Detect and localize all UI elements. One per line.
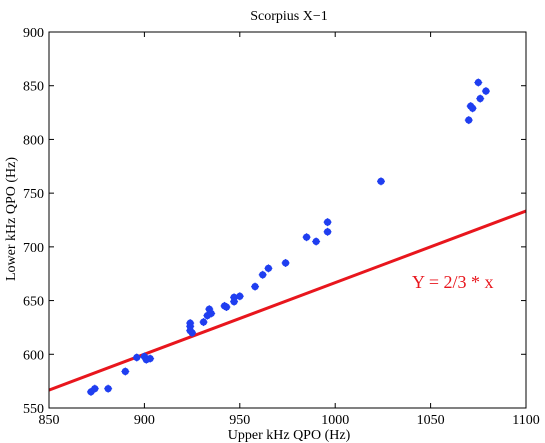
y-tick-label: 850 <box>23 80 44 95</box>
data-point <box>235 292 244 301</box>
data-point <box>323 227 332 236</box>
y-axis-title: Lower kHz QPO (Hz) <box>4 157 19 281</box>
x-tick-label: 900 <box>134 413 155 428</box>
x-tick-label: 850 <box>39 413 60 428</box>
reference-line-layer <box>49 209 526 392</box>
data-point <box>121 367 130 376</box>
axis-ticks: 850 900 950 1000 1050 1100 550 600 650 700 750 800 8… <box>23 26 540 428</box>
y-tick-label: 900 <box>23 26 44 41</box>
data-point <box>376 177 385 186</box>
data-point <box>264 264 273 273</box>
data-point <box>222 303 231 312</box>
data-point <box>251 282 260 291</box>
data-point <box>481 87 490 96</box>
y-tick-label: 800 <box>23 133 44 148</box>
y-tick-label: 600 <box>23 348 44 363</box>
reference-line <box>49 209 526 392</box>
y-tick-label: 650 <box>23 295 44 310</box>
data-point <box>323 218 332 227</box>
data-point <box>199 318 208 327</box>
x-tick-label: 1050 <box>417 413 445 428</box>
data-point <box>464 116 473 125</box>
data-point <box>474 78 483 87</box>
x-tick-label: 1100 <box>512 413 539 428</box>
data-point <box>132 353 141 362</box>
y-tick-label: 700 <box>23 241 44 256</box>
data-point <box>104 384 113 393</box>
data-point <box>476 94 485 103</box>
data-point <box>468 104 477 113</box>
data-points-layer <box>86 78 490 396</box>
x-tick-label: 950 <box>229 413 250 428</box>
data-point <box>188 328 197 337</box>
data-point <box>312 237 321 246</box>
data-point <box>207 309 216 318</box>
data-point <box>146 354 155 363</box>
data-point <box>186 319 195 328</box>
x-axis-title: Upper kHz QPO (Hz) <box>228 428 351 443</box>
line-label: Y = 2/3 * x <box>412 272 493 292</box>
data-point <box>90 384 99 393</box>
chart-title: Scorpius X−1 <box>250 9 328 24</box>
data-point <box>258 270 267 279</box>
x-tick-label: 1000 <box>321 413 349 428</box>
plot-frame <box>48 31 527 409</box>
y-tick-label: 550 <box>23 402 44 417</box>
data-point <box>302 233 311 242</box>
data-point <box>281 258 290 267</box>
y-tick-label: 750 <box>23 187 44 202</box>
